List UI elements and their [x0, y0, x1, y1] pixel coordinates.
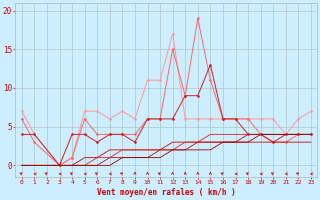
- X-axis label: Vent moyen/en rafales ( km/h ): Vent moyen/en rafales ( km/h ): [97, 188, 236, 197]
